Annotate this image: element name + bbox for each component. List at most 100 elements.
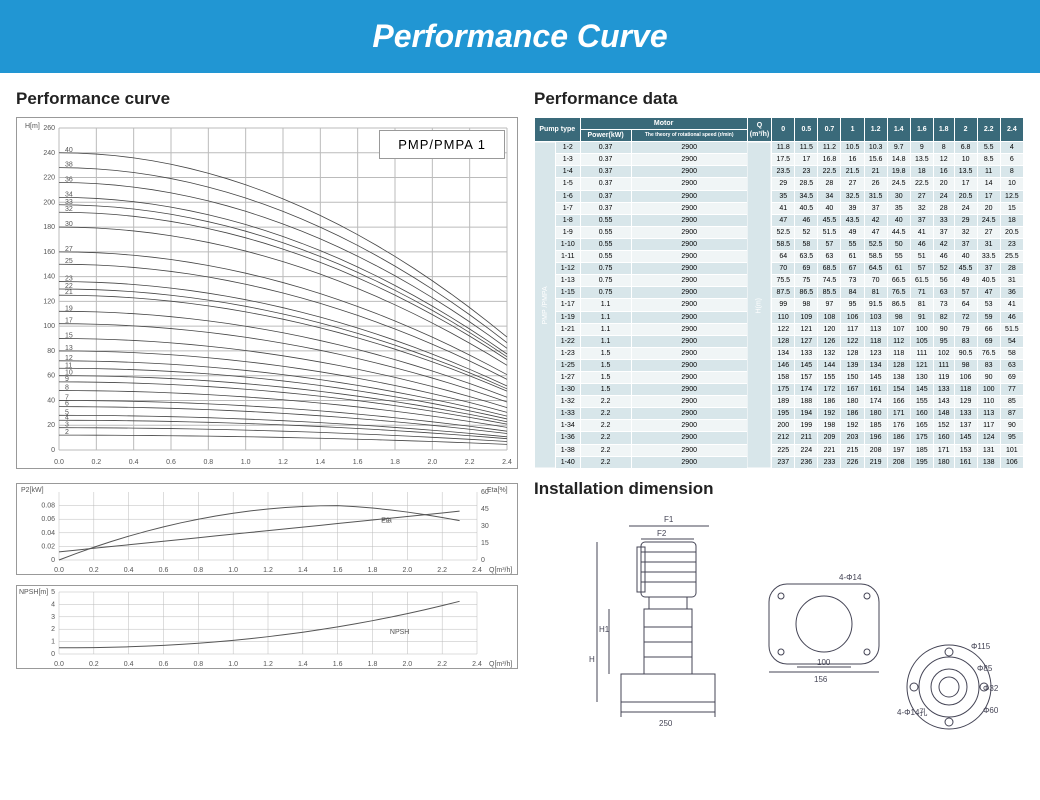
svg-text:3: 3 — [51, 614, 55, 621]
svg-text:0.2: 0.2 — [91, 459, 101, 466]
svg-text:30: 30 — [481, 523, 489, 530]
svg-text:1: 1 — [51, 639, 55, 646]
svg-text:0.08: 0.08 — [41, 503, 55, 510]
svg-text:0.8: 0.8 — [193, 661, 203, 668]
svg-text:P2[kW]: P2[kW] — [21, 487, 44, 494]
motor-top-view: 4-Φ14 156 100 — [759, 572, 889, 682]
svg-text:15: 15 — [65, 333, 73, 340]
svg-text:0.06: 0.06 — [41, 516, 55, 523]
svg-text:1.4: 1.4 — [298, 567, 308, 574]
svg-text:8: 8 — [65, 385, 69, 392]
svg-text:12: 12 — [65, 355, 73, 362]
svg-text:1.4: 1.4 — [315, 459, 325, 466]
svg-text:2.0: 2.0 — [427, 459, 437, 466]
svg-text:H1: H1 — [599, 625, 610, 634]
svg-text:H[m]: H[m] — [25, 123, 40, 130]
svg-text:5: 5 — [51, 589, 55, 596]
svg-text:80: 80 — [47, 348, 55, 355]
svg-text:19: 19 — [65, 305, 73, 312]
svg-text:1.4: 1.4 — [298, 661, 308, 668]
svg-text:33: 33 — [65, 199, 73, 206]
svg-text:0: 0 — [481, 557, 485, 564]
svg-text:9: 9 — [65, 376, 69, 383]
svg-text:0.6: 0.6 — [166, 459, 176, 466]
svg-text:20: 20 — [47, 422, 55, 429]
svg-text:0.0: 0.0 — [54, 567, 64, 574]
svg-text:160: 160 — [43, 249, 55, 256]
svg-text:34: 34 — [65, 191, 73, 198]
page-banner: Performance Curve — [0, 0, 1040, 73]
svg-text:7: 7 — [65, 394, 69, 401]
svg-text:1.6: 1.6 — [333, 567, 343, 574]
svg-text:180: 180 — [43, 224, 55, 231]
svg-text:45: 45 — [481, 506, 489, 513]
svg-text:1.6: 1.6 — [333, 661, 343, 668]
svg-text:Eta: Eta — [381, 518, 392, 525]
svg-text:Φ85: Φ85 — [977, 664, 993, 673]
svg-text:2.0: 2.0 — [402, 567, 412, 574]
flange-view: Φ115Φ85 Φ324-Φ14孔 Φ60 — [899, 637, 1009, 747]
svg-text:240: 240 — [43, 150, 55, 157]
svg-text:F2: F2 — [657, 529, 667, 538]
svg-text:22: 22 — [65, 283, 73, 290]
svg-text:13: 13 — [65, 345, 73, 352]
svg-text:1.8: 1.8 — [368, 567, 378, 574]
svg-text:6: 6 — [65, 401, 69, 408]
svg-text:0.4: 0.4 — [129, 459, 139, 466]
svg-text:250: 250 — [659, 719, 673, 728]
svg-text:4-Φ14孔: 4-Φ14孔 — [897, 708, 927, 717]
svg-text:1.0: 1.0 — [241, 459, 251, 466]
svg-text:32: 32 — [65, 206, 73, 213]
svg-text:0.8: 0.8 — [193, 567, 203, 574]
svg-text:1.0: 1.0 — [228, 661, 238, 668]
svg-text:21: 21 — [65, 289, 73, 296]
svg-text:2.2: 2.2 — [437, 567, 447, 574]
svg-text:1.8: 1.8 — [368, 661, 378, 668]
svg-text:0.2: 0.2 — [89, 661, 99, 668]
svg-text:0.4: 0.4 — [124, 661, 134, 668]
svg-text:1.2: 1.2 — [278, 459, 288, 466]
svg-text:36: 36 — [65, 176, 73, 183]
svg-text:1.0: 1.0 — [228, 567, 238, 574]
p2-chart: 0.0 0.2 0.4 0.6 0.8 1.0 1.2 1.4 1.6 1.8 2.0 2.2 2.4 0… — [16, 483, 518, 575]
svg-text:3: 3 — [65, 422, 69, 429]
svg-text:0.04: 0.04 — [41, 530, 55, 537]
svg-text:1.6: 1.6 — [353, 459, 363, 466]
svg-text:Φ115: Φ115 — [971, 642, 991, 651]
svg-text:2.4: 2.4 — [472, 567, 482, 574]
svg-text:0.6: 0.6 — [159, 661, 169, 668]
svg-text:0.8: 0.8 — [203, 459, 213, 466]
svg-text:220: 220 — [43, 175, 55, 182]
svg-text:100: 100 — [43, 323, 55, 330]
content: Performance curve PMP/PMPA 1 0.00.20.40.… — [0, 73, 1040, 759]
svg-text:40: 40 — [65, 147, 73, 154]
right-title: Performance data — [534, 89, 1024, 109]
install-diagram: F1 F2 250 H1 H 4-Φ14 — [534, 507, 1024, 747]
svg-text:15: 15 — [481, 540, 489, 547]
svg-text:23: 23 — [65, 276, 73, 283]
svg-text:140: 140 — [43, 274, 55, 281]
svg-text:0.4: 0.4 — [124, 567, 134, 574]
install-title: Installation dimension — [534, 479, 1024, 499]
svg-text:0.0: 0.0 — [54, 661, 64, 668]
svg-text:200: 200 — [43, 199, 55, 206]
svg-text:0.2: 0.2 — [89, 567, 99, 574]
svg-text:Φ60: Φ60 — [983, 706, 999, 715]
svg-text:11: 11 — [65, 362, 72, 369]
svg-text:0.6: 0.6 — [159, 567, 169, 574]
svg-text:17: 17 — [65, 318, 73, 325]
chart-label-box: PMP/PMPA 1 — [379, 130, 505, 159]
svg-text:Eta[%]: Eta[%] — [487, 487, 508, 494]
svg-text:4-Φ14: 4-Φ14 — [839, 573, 862, 582]
svg-text:Q[m³/h]: Q[m³/h] — [489, 661, 512, 668]
svg-text:NPSH: NPSH — [390, 629, 409, 636]
svg-text:156: 156 — [814, 675, 828, 684]
svg-text:NPSH[m]: NPSH[m] — [19, 589, 48, 596]
svg-text:2.4: 2.4 — [502, 459, 512, 466]
left-title: Performance curve — [16, 89, 518, 109]
svg-text:260: 260 — [43, 125, 55, 132]
npsh-chart: 0.00.20.40.60.81.01.21.41.61.82.02.22.40… — [16, 585, 518, 669]
svg-text:1.2: 1.2 — [263, 567, 273, 574]
svg-text:25: 25 — [65, 258, 73, 265]
svg-text:0.02: 0.02 — [41, 543, 55, 550]
